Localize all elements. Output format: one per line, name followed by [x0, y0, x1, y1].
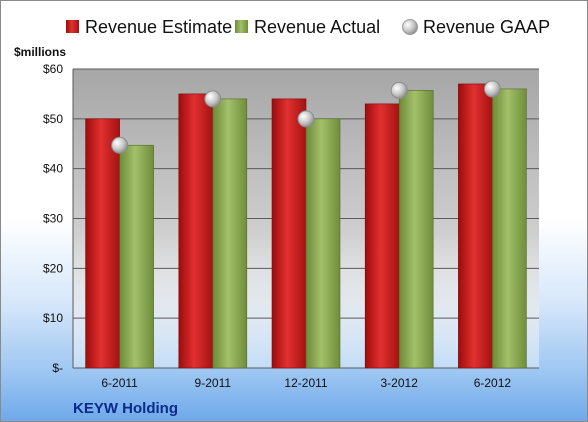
x-tick-labels: 6-2011 9-2011 12-2011 3-2012 6-2012: [101, 376, 511, 390]
bar-revenue-estimate: [178, 93, 214, 369]
y-tick-label: $-: [52, 361, 63, 375]
x-tick-label: 6-2012: [474, 376, 512, 390]
marker-revenue-gaap: [297, 110, 315, 128]
y-axis-unit-label: $millions: [14, 45, 66, 59]
bar-revenue-actual: [492, 88, 527, 369]
bar-revenue-estimate: [85, 118, 120, 369]
bar-revenue-actual: [119, 144, 154, 369]
x-tick-label: 12-2011: [284, 376, 327, 390]
x-tick-label: 9-2011: [195, 376, 232, 390]
legend: Revenue Estimate Revenue Actual Revenue …: [66, 17, 550, 37]
bar-revenue-estimate: [271, 98, 307, 369]
y-tick-label: $60: [43, 62, 63, 76]
marker-revenue-gaap: [483, 80, 501, 98]
bar-revenue-estimate: [458, 83, 493, 369]
bar-revenue-actual: [398, 90, 434, 369]
marker-revenue-gaap: [111, 136, 129, 154]
legend-label-actual: Revenue Actual: [254, 17, 380, 37]
gaap-markers: [111, 80, 501, 154]
legend-swatch-estimate: [66, 20, 79, 33]
marker-revenue-gaap: [390, 81, 408, 99]
bar-revenue-actual: [305, 118, 341, 369]
y-tick-label: $50: [43, 112, 63, 126]
legend-marker-gaap: [402, 19, 418, 35]
x-tick-label: 6-2011: [101, 376, 138, 390]
bar-revenue-actual: [212, 98, 248, 369]
y-tick-label: $30: [43, 212, 63, 226]
legend-label-gaap: Revenue GAAP: [423, 17, 550, 37]
y-tick-label: $40: [43, 162, 63, 176]
company-name: KEYW Holding: [73, 400, 178, 417]
marker-revenue-gaap: [204, 90, 222, 108]
legend-swatch-actual: [235, 20, 248, 33]
legend-label-estimate: Revenue Estimate: [85, 17, 232, 37]
x-tick-label: 3-2012: [381, 376, 419, 390]
bars: [85, 83, 527, 369]
y-tick-label: $20: [43, 261, 63, 275]
y-tick-labels: $- $10 $20 $30 $40 $50 $60: [43, 62, 63, 375]
y-tick-label: $10: [43, 311, 63, 325]
bar-revenue-estimate: [364, 103, 400, 369]
